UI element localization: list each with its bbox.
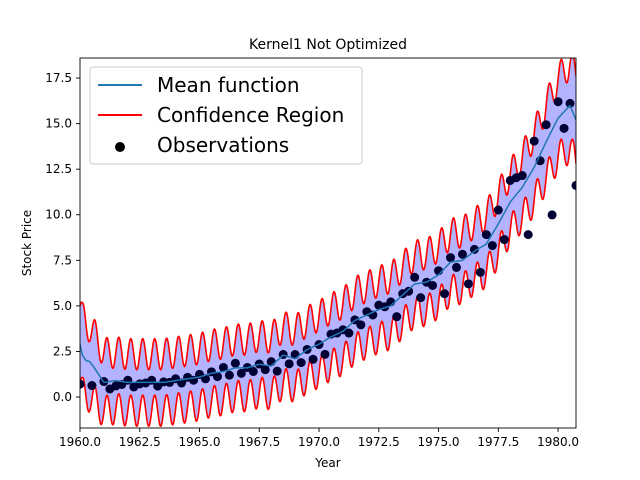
- y-tick-label: 17.5: [45, 71, 72, 85]
- confidence-upper-line: [80, 58, 576, 371]
- y-tick-label: 5.0: [53, 299, 72, 313]
- axes-frame: [79, 57, 577, 429]
- x-tick-label: 1962.5: [119, 435, 161, 449]
- y-axis-label: Stock Price: [20, 210, 34, 276]
- observation-point: [469, 244, 479, 254]
- observation-point: [446, 253, 456, 263]
- observation-point: [218, 362, 228, 372]
- observation-point: [260, 365, 270, 375]
- observation-point: [320, 349, 330, 359]
- y-tick-label: 10.0: [45, 208, 72, 222]
- observation-point: [547, 210, 557, 220]
- x-axis-label: Year: [314, 456, 340, 470]
- observation-point: [224, 370, 234, 380]
- observation-point: [344, 328, 354, 338]
- observation-point: [463, 279, 473, 289]
- x-tick-label: 1975.0: [418, 435, 460, 449]
- plot-area: [80, 58, 576, 428]
- observation-point: [428, 280, 438, 290]
- observation-point: [451, 262, 461, 272]
- y-tick-label: 2.5: [53, 344, 72, 358]
- x-tick-label: 1977.5: [477, 435, 519, 449]
- observation-point: [517, 171, 527, 181]
- y-tick-label: 12.5: [45, 162, 72, 176]
- observation-point: [565, 98, 575, 108]
- observation-point: [80, 379, 85, 389]
- mean-function-line: [80, 104, 576, 384]
- x-tick-label: 1960.0: [59, 435, 101, 449]
- legend-mean-label: Mean function: [157, 73, 300, 97]
- legend-observation-label: Observations: [157, 133, 289, 157]
- observation-point: [559, 123, 569, 133]
- observation-point: [236, 368, 246, 378]
- confidence-lower-line: [80, 138, 576, 428]
- y-tick-label: 7.5: [53, 253, 72, 267]
- x-tick-label: 1970.0: [298, 435, 340, 449]
- observation-point: [475, 267, 485, 277]
- observation-point: [356, 320, 366, 330]
- observation-point: [553, 97, 563, 107]
- observation-points: [80, 97, 576, 394]
- observation-point: [284, 359, 294, 369]
- observation-point: [440, 289, 450, 299]
- x-axis-ticks: 1960.0 1962.5 1965.0 1967.5 1970.0 1972.5 1975…: [59, 428, 579, 449]
- observation-point: [404, 286, 414, 296]
- legend-box: [89, 66, 363, 165]
- observation-point: [499, 235, 509, 245]
- observation-point: [541, 120, 551, 130]
- observation-point: [123, 375, 133, 385]
- observation-point: [529, 136, 539, 146]
- y-axis-ticks: 0.0 2.5 5.0 7.5 10.0 12.5 15.0 17.5: [45, 71, 80, 404]
- y-tick-label: 0.0: [53, 390, 72, 404]
- observation-point: [457, 249, 467, 259]
- x-tick-label: 1972.5: [358, 435, 400, 449]
- x-tick-label: 1965.0: [179, 435, 221, 449]
- legend: Mean function Confidence Region Observat…: [89, 66, 363, 165]
- observation-point: [571, 180, 576, 190]
- chart-title: Kernel1 Not Optimized: [249, 37, 407, 53]
- observation-point: [493, 205, 503, 215]
- legend-confidence-label: Confidence Region: [157, 103, 344, 127]
- observation-point: [308, 354, 318, 364]
- x-tick-label: 1980.0: [537, 435, 579, 449]
- observation-point: [248, 367, 258, 376]
- observation-point: [487, 241, 497, 251]
- observation-point: [230, 358, 240, 368]
- legend-observation-swatch: [115, 142, 125, 152]
- observation-point: [87, 381, 97, 391]
- observation-point: [392, 312, 402, 322]
- observation-point: [296, 358, 306, 368]
- x-tick-label: 1967.5: [238, 435, 280, 449]
- y-tick-label: 15.0: [45, 117, 72, 131]
- observation-point: [272, 366, 282, 376]
- observation-point: [416, 293, 426, 303]
- observation-point: [523, 230, 533, 240]
- observation-point: [212, 372, 222, 382]
- observation-point: [410, 272, 420, 282]
- observation-point: [481, 230, 491, 240]
